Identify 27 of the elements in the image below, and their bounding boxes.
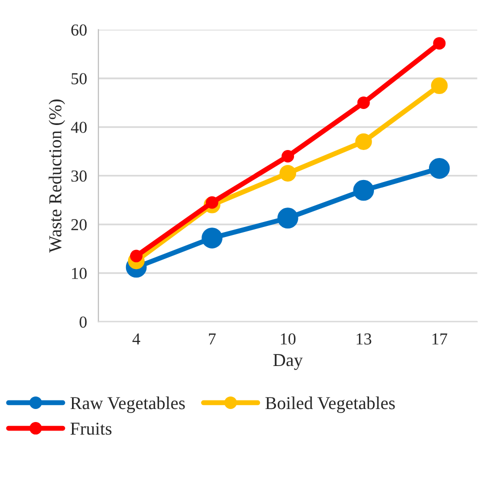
- point: [355, 133, 372, 150]
- y-tick-label: 0: [80, 316, 87, 328]
- y-tick-label: 30: [71, 170, 87, 182]
- y-tick-label: 50: [72, 73, 87, 84]
- x-tick-label: 4: [132, 333, 140, 344]
- y-tick-label: 20: [71, 219, 87, 230]
- point: [277, 208, 298, 228]
- x-tick-label: 7: [208, 334, 216, 344]
- legend-label: Boiled Vegetables: [265, 396, 395, 413]
- point: [431, 77, 448, 94]
- x-tick-label: 13: [356, 333, 372, 345]
- point: [357, 96, 370, 109]
- y-tick-label: 10: [72, 268, 87, 280]
- x-tick-label: 17: [432, 333, 448, 344]
- point: [202, 228, 222, 248]
- point: [282, 150, 294, 163]
- x-tick-label: 10: [280, 333, 296, 345]
- legend-label: Fruits: [70, 422, 112, 435]
- point: [279, 164, 296, 182]
- y-axis-title: Waste Reduction (%): [48, 100, 66, 253]
- y-tick-label: 60: [71, 24, 87, 36]
- point: [353, 180, 374, 201]
- legend-label: Raw Vegetables: [70, 396, 185, 413]
- x-axis-title: Day: [273, 354, 303, 370]
- point: [428, 158, 450, 179]
- point: [433, 37, 446, 50]
- y-tick-label: 40: [70, 122, 87, 133]
